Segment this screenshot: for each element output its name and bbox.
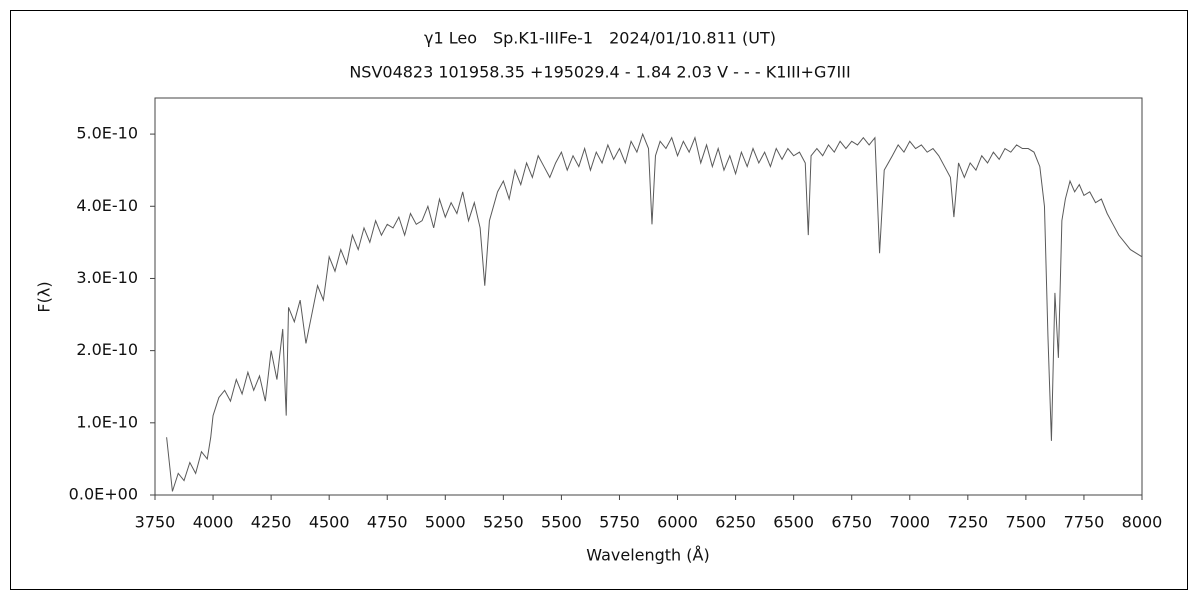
x-tick-label: 8000 [1122,513,1163,532]
x-tick-label: 7000 [889,513,930,532]
y-tick-label: 3.0E-10 [76,268,138,287]
x-tick-label: 6000 [657,513,698,532]
x-tick-label: 4500 [309,513,350,532]
x-tick-label: 5000 [425,513,466,532]
y-tick-label: 2.0E-10 [76,340,138,359]
chart-subtitle: NSV04823 101958.35 +195029.4 - 1.84 2.03… [349,63,850,82]
y-axis-label: F(λ) [35,281,54,312]
y-tick-label: 1.0E-10 [76,412,138,431]
x-tick-label: 5500 [541,513,582,532]
y-tick-label: 4.0E-10 [76,196,138,215]
x-tick-label: 6250 [715,513,756,532]
y-tick-label: 0.0E+00 [69,485,138,504]
x-tick-label: 5750 [599,513,640,532]
x-tick-label: 7500 [1006,513,1047,532]
x-tick-label: 4750 [367,513,408,532]
x-tick-label: 6500 [773,513,814,532]
chart-title: γ1 Leo Sp.K1-IIIFe-1 2024/01/10.811 (UT) [424,29,776,48]
spectrum-line [166,132,1143,492]
x-axis-label: Wavelength (Å) [586,546,709,565]
x-tick-label: 4000 [193,513,234,532]
x-tick-label: 6750 [831,513,872,532]
x-tick-label: 4250 [251,513,292,532]
chart-border [10,10,1188,590]
x-tick-label: 7750 [1064,513,1105,532]
x-tick-label: 7250 [947,513,988,532]
y-tick-label: 5.0E-10 [76,124,138,143]
plot-border [154,97,1143,496]
x-tick-label: 5250 [483,513,524,532]
x-tick-label: 3750 [135,513,176,532]
